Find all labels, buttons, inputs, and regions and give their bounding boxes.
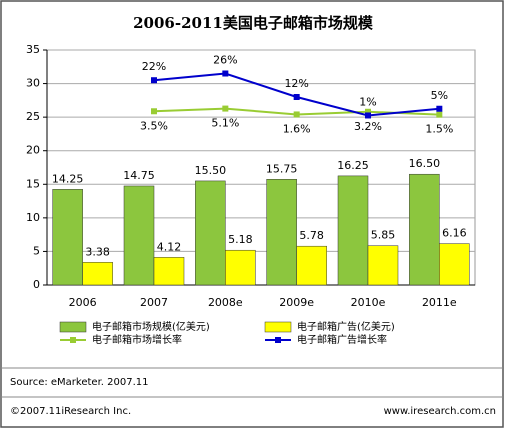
legend-swatch — [275, 337, 281, 343]
footer-left: ©2007.11iResearch Inc. — [10, 406, 131, 417]
x-tick-label: 2006 — [69, 296, 97, 309]
y-tick-label: 20 — [26, 144, 40, 157]
bar — [123, 185, 155, 286]
data-label: 5% — [431, 89, 448, 102]
x-tick-label: 2010e — [351, 296, 386, 309]
data-label: 16.50 — [409, 157, 441, 170]
data-label: 14.75 — [123, 169, 155, 182]
bar — [153, 257, 185, 286]
y-tick-label: 0 — [33, 278, 40, 291]
legend-label: 电子邮箱市场规模(亿美元) — [92, 320, 210, 333]
footer-right: www.iresearch.com.cn — [384, 406, 496, 417]
data-label: 15.75 — [266, 162, 298, 175]
data-label: 3.2% — [354, 120, 382, 133]
bar — [195, 180, 226, 286]
data-label: 1.5% — [425, 123, 453, 136]
data-label: 12% — [284, 77, 308, 90]
bar — [439, 243, 470, 286]
y-tick-label: 35 — [26, 43, 40, 56]
x-tick-label: 2009e — [279, 296, 314, 309]
source: Source: eMarketer. 2007.11 — [10, 377, 148, 388]
data-label: 16.25 — [337, 159, 369, 172]
plot-area — [46, 49, 476, 286]
legend-swatch — [264, 321, 292, 333]
data-label: 3.38 — [85, 245, 110, 258]
legend-swatch — [70, 337, 76, 343]
marker — [151, 108, 157, 115]
y-tick-label: 5 — [33, 244, 40, 257]
marker — [293, 111, 300, 118]
marker — [293, 94, 300, 100]
data-label: 14.25 — [52, 172, 84, 185]
marker — [436, 105, 443, 112]
data-label: 4.12 — [157, 240, 182, 253]
x-tick-label: 2007 — [140, 296, 168, 309]
data-label: 3.5% — [140, 119, 168, 132]
y-tick-label: 15 — [26, 177, 40, 190]
legend-label: 电子邮箱市场增长率 — [92, 333, 182, 346]
data-label: 1.6% — [283, 122, 311, 135]
data-label: 6.16 — [442, 227, 467, 240]
data-label: 5.85 — [371, 229, 396, 242]
legend-swatch — [59, 321, 87, 333]
legend-label: 电子邮箱广告增长率 — [297, 333, 387, 346]
bar — [296, 245, 327, 286]
marker — [365, 112, 371, 119]
legend-label: 电子邮箱广告(亿美元) — [297, 320, 395, 333]
x-tick-label: 2008e — [208, 296, 243, 309]
chart-title: 2006-2011美国电子邮箱市场规模 — [133, 14, 374, 32]
data-label: 5.18 — [228, 233, 253, 246]
bar — [225, 249, 256, 286]
data-label: 1% — [359, 95, 376, 108]
data-label: 22% — [142, 60, 166, 73]
bar — [52, 189, 83, 286]
data-label: 15.50 — [195, 164, 227, 177]
bar — [337, 175, 369, 286]
x-tick-label: 2011e — [422, 296, 457, 309]
marker — [222, 70, 229, 77]
bar — [82, 262, 113, 286]
bar — [367, 245, 399, 286]
marker — [436, 111, 443, 118]
marker — [222, 105, 229, 112]
y-tick-label: 25 — [26, 110, 40, 123]
data-label: 5.1% — [211, 117, 239, 130]
data-label: 5.78 — [299, 229, 324, 242]
marker — [151, 77, 157, 84]
bar — [266, 179, 297, 286]
bar — [409, 173, 440, 286]
y-tick-label: 10 — [26, 211, 40, 224]
data-label: 26% — [213, 54, 237, 67]
y-tick-label: 30 — [26, 77, 40, 90]
marker — [365, 108, 371, 115]
